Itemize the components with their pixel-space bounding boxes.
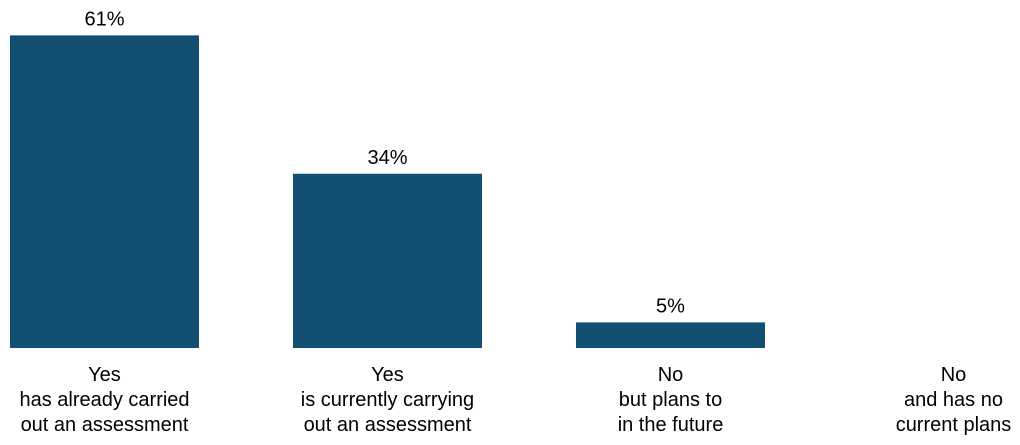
category-label-3-line-1: No [658, 364, 684, 386]
bar-1 [10, 35, 199, 348]
category-label-2-line-3: out an assessment [304, 414, 472, 436]
category-label-3-line-3: in the future [618, 414, 724, 436]
category-labels-layer: Yes has already carried out an assessment Y… [19, 364, 1011, 436]
bar-3 [576, 322, 765, 348]
category-label-1-line-2: has already carried [19, 389, 189, 411]
category-label-2-line-1: Yes [371, 364, 404, 386]
category-label-4-line-2: and has no [904, 389, 1003, 411]
bars-layer [10, 35, 765, 348]
category-label-2-line-2: is currently carrying [301, 389, 474, 411]
category-label-4-line-1: No [941, 364, 967, 386]
category-label-4-line-3: current plans [896, 414, 1012, 436]
value-labels-layer: 61% 34% 5% [84, 8, 685, 317]
category-label-1-line-3: out an assessment [21, 414, 189, 436]
value-label-2: 34% [367, 147, 407, 169]
value-label-3: 5% [656, 295, 685, 317]
value-label-1: 61% [84, 8, 124, 30]
category-label-3-line-2: but plans to [619, 389, 722, 411]
bar-2 [293, 173, 482, 348]
category-label-1-line-1: Yes [88, 364, 121, 386]
